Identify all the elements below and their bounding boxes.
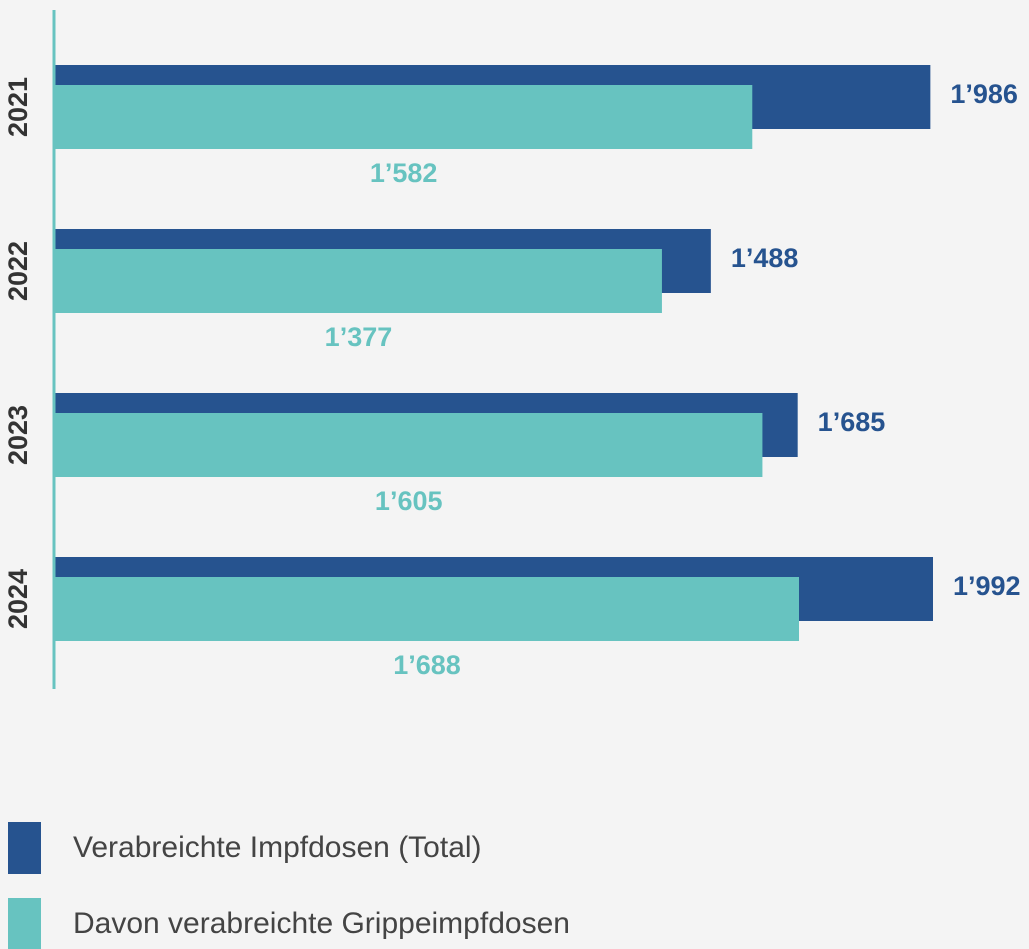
bar	[55, 249, 662, 313]
legend-swatch	[8, 822, 41, 874]
y-tick-label: 2021	[3, 77, 33, 137]
y-tick-label: 2022	[3, 241, 33, 301]
value-label: 1’377	[325, 322, 393, 352]
value-label: 1’986	[950, 79, 1018, 109]
y-tick-label: 2023	[3, 405, 33, 465]
legend-label: Verabreichte Impfdosen (Total)	[73, 831, 482, 864]
value-label: 1’685	[818, 407, 886, 437]
bar	[55, 413, 763, 477]
legend-swatch	[8, 898, 41, 949]
value-label: 1’488	[731, 243, 799, 273]
value-label: 1’688	[393, 650, 461, 680]
bar	[55, 85, 753, 149]
value-label: 1’992	[953, 571, 1021, 601]
legend-label: Davon verabreichte Grippeimpfdosen	[73, 907, 570, 940]
value-label: 1’582	[370, 158, 438, 188]
y-tick-label: 2024	[3, 569, 33, 629]
value-label: 1’605	[375, 486, 443, 516]
bar	[55, 577, 800, 641]
